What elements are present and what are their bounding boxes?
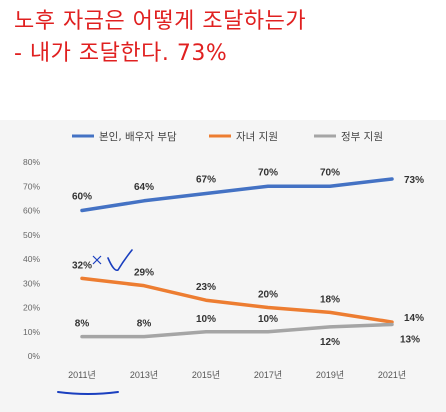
line-chart: 본인, 배우자 부담 자녀 지원 정부 지원 0% 10% 20% 30% 40% 50% 60…	[23, 131, 424, 395]
x-axis: 2011년 2013년 2015년 2017년 2019년 2021년	[68, 370, 406, 380]
title-block: 노후 자금은 어떻게 조달하는가 - 내가 조달한다. 73%	[14, 6, 434, 70]
data-label: 12%	[320, 337, 340, 348]
data-label: 67%	[196, 175, 216, 186]
legend: 본인, 배우자 부담 자녀 지원 정부 지원	[72, 131, 383, 143]
x-tick-label: 2019년	[316, 370, 344, 380]
y-tick-label: 50%	[23, 230, 40, 240]
data-label: 8%	[137, 319, 152, 330]
data-label: 29%	[134, 268, 154, 279]
data-label: 64%	[134, 182, 154, 193]
y-tick-label: 70%	[23, 181, 40, 191]
y-tick-label: 20%	[23, 303, 40, 313]
pen-checkmark	[107, 249, 133, 272]
legend-item: 정부 지원	[314, 131, 383, 143]
y-tick-label: 10%	[23, 327, 40, 337]
data-label: 8%	[75, 319, 90, 330]
x-tick-label: 2013년	[130, 370, 158, 380]
x-tick-label: 2021년	[378, 370, 406, 380]
y-tick-label: 30%	[23, 278, 40, 288]
title-line-2: - 내가 조달한다. 73%	[14, 41, 228, 66]
data-label: 18%	[320, 294, 340, 305]
x-tick-label: 2011년	[68, 370, 96, 380]
x-tick-label: 2015년	[192, 370, 220, 380]
pen-cross	[92, 255, 102, 265]
data-label: 70%	[258, 167, 278, 178]
data-label: 10%	[258, 314, 278, 325]
data-labels: 60% 64% 67% 70% 70% 73% 32% 29% 23% 20% 18% 14% 8% 8%…	[72, 167, 424, 348]
data-label: 23%	[196, 282, 216, 293]
handwritten-marks	[57, 249, 133, 395]
chart-area: 본인, 배우자 부담 자녀 지원 정부 지원 0% 10% 20% 30% 40% 50% 60…	[0, 120, 446, 412]
series-line	[80, 322, 394, 339]
data-label: 10%	[196, 314, 216, 325]
y-tick-label: 80%	[23, 157, 40, 167]
legend-label: 자녀 지원	[236, 131, 278, 143]
data-label: 60%	[72, 192, 92, 203]
legend-label: 본인, 배우자 부담	[99, 131, 177, 143]
y-tick-label: 40%	[23, 254, 40, 264]
series-line	[80, 177, 394, 213]
pen-underline	[57, 391, 119, 395]
y-axis: 0% 10% 20% 30% 40% 50% 60% 70% 80%	[23, 157, 40, 361]
series-group	[80, 177, 394, 339]
data-label: 73%	[404, 175, 424, 186]
data-label: 13%	[400, 334, 420, 345]
data-label: 20%	[258, 290, 278, 301]
title-line-1: 노후 자금은 어떻게 조달하는가	[14, 9, 307, 34]
legend-item: 자녀 지원	[209, 131, 278, 143]
legend-item: 본인, 배우자 부담	[72, 131, 177, 143]
data-label: 32%	[72, 260, 92, 271]
legend-label: 정부 지원	[341, 131, 383, 143]
y-tick-label: 0%	[28, 351, 41, 361]
data-label: 14%	[404, 313, 424, 324]
data-label: 70%	[320, 167, 340, 178]
series-line	[80, 276, 394, 324]
y-tick-label: 60%	[23, 206, 40, 216]
x-tick-label: 2017년	[254, 370, 282, 380]
